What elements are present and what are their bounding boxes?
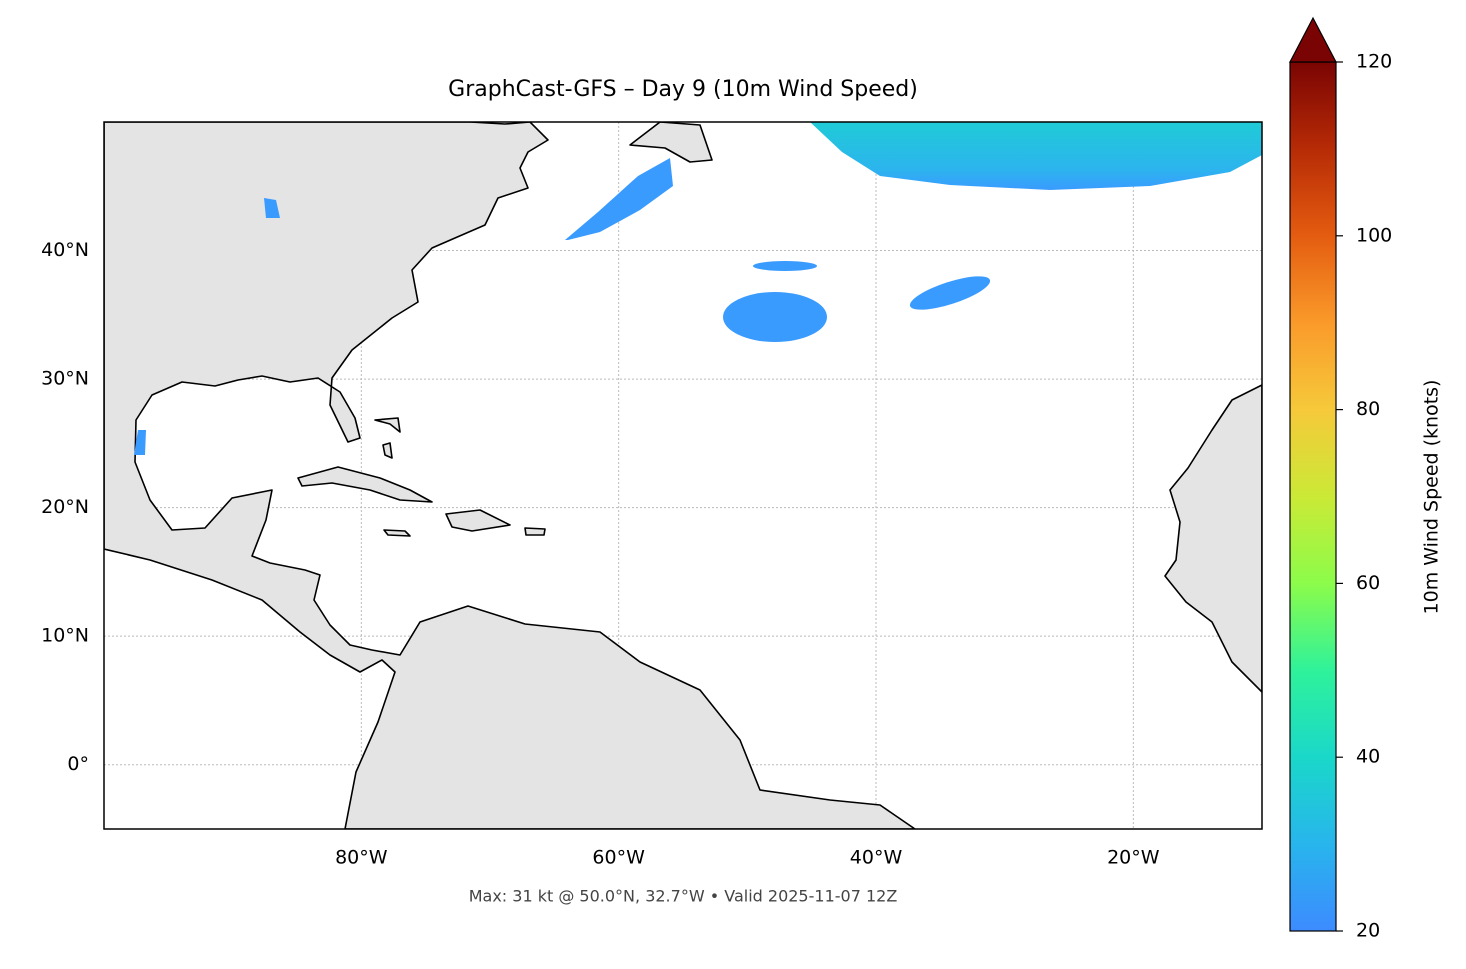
- wind-area: [753, 261, 817, 271]
- hispaniola: [445, 509, 511, 532]
- colorbar-tick-label: 120: [1356, 51, 1392, 73]
- colorbar-tick-label: 40: [1356, 746, 1380, 768]
- x-tick-label: 80°W: [335, 847, 388, 869]
- colorbar-tick-label: 100: [1356, 224, 1392, 246]
- x-tick-label: 20°W: [1107, 847, 1160, 869]
- jamaica: [383, 529, 411, 537]
- colorbar-tick-label: 80: [1356, 398, 1380, 420]
- colorbar: 20 40 60 80 100 120: [1289, 16, 1392, 942]
- wind-band: [810, 122, 1262, 190]
- y-tick-label: 0°: [67, 753, 89, 775]
- africa: [1164, 384, 1262, 693]
- wind-area: [565, 158, 673, 240]
- colorbar-tick-label: 20: [1356, 920, 1380, 942]
- puerto-rico: [524, 527, 546, 536]
- x-tick-label: 60°W: [592, 847, 645, 869]
- newfoundland: [629, 122, 713, 163]
- colorbar-gradient: [1289, 61, 1337, 932]
- y-tick-label: 40°N: [41, 239, 89, 261]
- map-frame: [103, 121, 1263, 830]
- colorbar-tick-label: 60: [1356, 572, 1380, 594]
- x-tick-label: 40°W: [850, 847, 903, 869]
- americas: [104, 122, 916, 829]
- colorbar-extension: [1289, 16, 1337, 63]
- cuba: [297, 466, 433, 503]
- wind-area: [909, 276, 991, 310]
- map-area: [104, 122, 1262, 829]
- y-tick-label: 20°N: [41, 496, 89, 518]
- caption: Max: 31 kt @ 50.0°N, 32.7°W • Valid 2025…: [469, 887, 898, 906]
- y-tick-label: 30°N: [41, 368, 89, 390]
- y-tick-label: 10°N: [41, 625, 89, 647]
- chart-title: GraphCast-GFS – Day 9 (10m Wind Speed): [448, 77, 918, 102]
- bahamas: [374, 417, 401, 459]
- wind-area: [723, 292, 827, 342]
- colorbar-label: 10m Wind Speed (knots): [1421, 380, 1443, 615]
